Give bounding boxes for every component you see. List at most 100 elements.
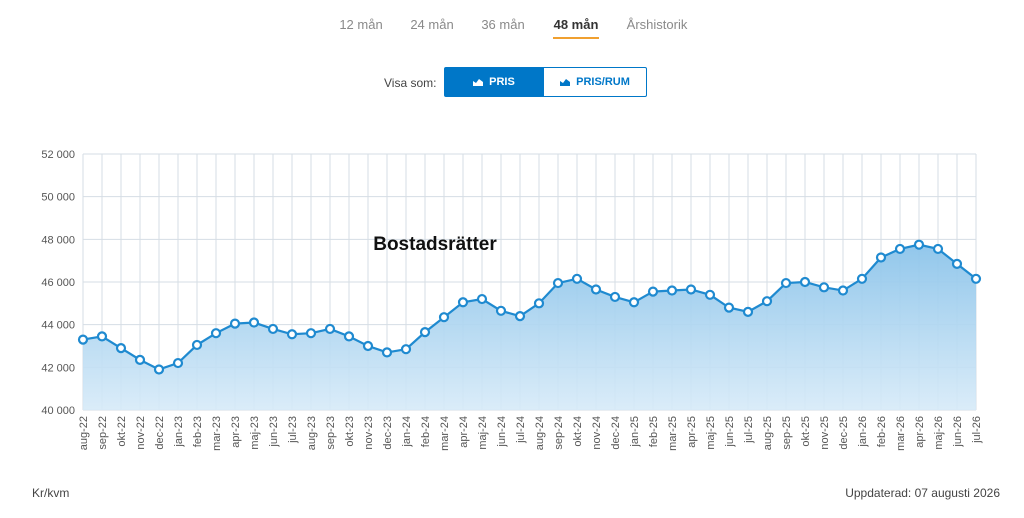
- data-point: [590, 284, 602, 295]
- data-point: [400, 344, 412, 355]
- tab-24-mån[interactable]: 24 mån: [410, 17, 454, 32]
- x-tick-label: sep-25: [781, 416, 793, 450]
- x-tick-label: dec-24: [610, 416, 622, 450]
- x-tick-label: jan-25: [629, 416, 641, 448]
- x-tick-label: okt-24: [572, 416, 584, 447]
- data-point: [457, 297, 469, 308]
- data-point: [723, 302, 735, 313]
- period-tabs: 12 mån 24 mån 36 mån 48 mån Årshistorik: [0, 0, 1024, 50]
- x-tick-label: jan-26: [857, 416, 869, 448]
- y-tick-label: 46 000: [41, 277, 75, 289]
- data-point: [856, 273, 868, 284]
- x-tick-label: mar-24: [439, 416, 451, 451]
- data-point: [343, 331, 355, 342]
- data-point: [571, 273, 583, 284]
- x-tick-label: apr-25: [686, 416, 698, 448]
- x-tick-label: jan-23: [173, 416, 185, 448]
- data-point: [970, 273, 982, 284]
- data-point: [96, 331, 108, 342]
- x-tick-label: jul-23: [287, 416, 299, 444]
- y-tick-label: 48 000: [41, 234, 75, 246]
- x-tick-label: jul-24: [515, 416, 527, 444]
- data-point: [951, 258, 963, 269]
- data-point: [248, 317, 260, 328]
- y-tick-label: 42 000: [41, 362, 75, 374]
- area-chart-icon: [560, 79, 571, 86]
- data-point: [761, 296, 773, 307]
- x-tick-label: sep-22: [97, 416, 109, 450]
- price-chart: 40 000 42 000 44 000 46 000 48 000 50 000 52 0…: [41, 149, 983, 451]
- x-tick-label: jun-23: [268, 416, 280, 448]
- x-tick-label: dec-25: [838, 416, 850, 450]
- x-tick-label: jan-24: [401, 416, 413, 448]
- pris-per-rum-button[interactable]: PRIS/RUM: [543, 67, 647, 97]
- data-point: [742, 306, 754, 317]
- data-point: [381, 347, 393, 358]
- x-tick-label: nov-25: [819, 416, 831, 450]
- y-tick-label: 50 000: [41, 192, 75, 204]
- x-tick-label: jul-25: [743, 416, 755, 444]
- data-point: [799, 276, 811, 288]
- tab-36-mån[interactable]: 36 mån: [481, 17, 525, 32]
- data-point: [362, 340, 374, 352]
- y-tick-label: 44 000: [41, 320, 75, 332]
- x-tick-label: aug-25: [762, 416, 774, 450]
- x-tick-label: feb-24: [420, 416, 432, 447]
- x-tick-label: maj-23: [249, 416, 261, 450]
- x-tick-label: feb-26: [876, 416, 888, 447]
- data-point: [77, 334, 89, 345]
- data-point: [704, 289, 716, 300]
- data-point: [305, 328, 317, 339]
- data-point: [913, 239, 925, 250]
- tab-årshistorik[interactable]: Årshistorik: [626, 17, 688, 32]
- y-tick-label: 52 000: [41, 149, 75, 161]
- data-point: [324, 323, 336, 335]
- x-tick-label: mar-23: [211, 416, 223, 451]
- updated-label: Uppdaterad: 07 augusti 2026: [845, 486, 1000, 500]
- tab-48-mån[interactable]: 48 mån: [553, 17, 599, 32]
- x-tick-label: okt-22: [116, 416, 128, 447]
- x-tick-label: jun-24: [496, 416, 508, 448]
- data-point: [172, 357, 184, 369]
- data-point: [552, 277, 564, 289]
- data-point: [210, 328, 222, 339]
- x-tick-label: jun-25: [724, 416, 736, 448]
- data-point: [685, 284, 697, 295]
- data-point: [894, 243, 906, 255]
- series-area: [83, 244, 976, 410]
- data-point: [932, 243, 944, 255]
- data-point: [875, 252, 887, 263]
- x-tick-label: maj-24: [477, 416, 489, 450]
- tab-12-mån[interactable]: 12 mån: [339, 17, 383, 32]
- area-chart-icon: [473, 79, 484, 86]
- x-tick-label: sep-24: [553, 416, 565, 450]
- data-point: [514, 311, 526, 322]
- x-tick-label: mar-26: [895, 416, 907, 451]
- x-tick-label: dec-22: [154, 416, 166, 450]
- x-tick-label: sep-23: [325, 416, 337, 450]
- y-tick-label: 40 000: [41, 405, 75, 417]
- x-tick-label: mar-25: [667, 416, 679, 451]
- x-tick-label: okt-23: [344, 416, 356, 447]
- x-tick-label: jul-26: [971, 416, 983, 444]
- data-point: [780, 277, 792, 289]
- chart-title: Bostadsrätter: [373, 234, 497, 255]
- x-tick-label: maj-25: [705, 416, 717, 450]
- x-tick-label: apr-24: [458, 416, 470, 448]
- x-tick-label: nov-22: [135, 416, 147, 450]
- data-point: [666, 285, 678, 296]
- data-point: [267, 323, 279, 335]
- data-point: [153, 364, 165, 375]
- visa-som-label: Visa som:: [384, 76, 437, 90]
- data-point: [229, 318, 241, 329]
- data-point: [191, 339, 203, 351]
- data-point: [495, 305, 507, 316]
- x-tick-label: feb-25: [648, 416, 660, 447]
- data-point: [286, 329, 298, 340]
- data-point: [837, 285, 849, 296]
- data-point: [609, 291, 621, 303]
- data-point: [476, 293, 488, 305]
- x-tick-label: aug-23: [306, 416, 318, 450]
- x-tick-label: dec-23: [382, 416, 394, 450]
- x-tick-label: maj-26: [933, 416, 945, 450]
